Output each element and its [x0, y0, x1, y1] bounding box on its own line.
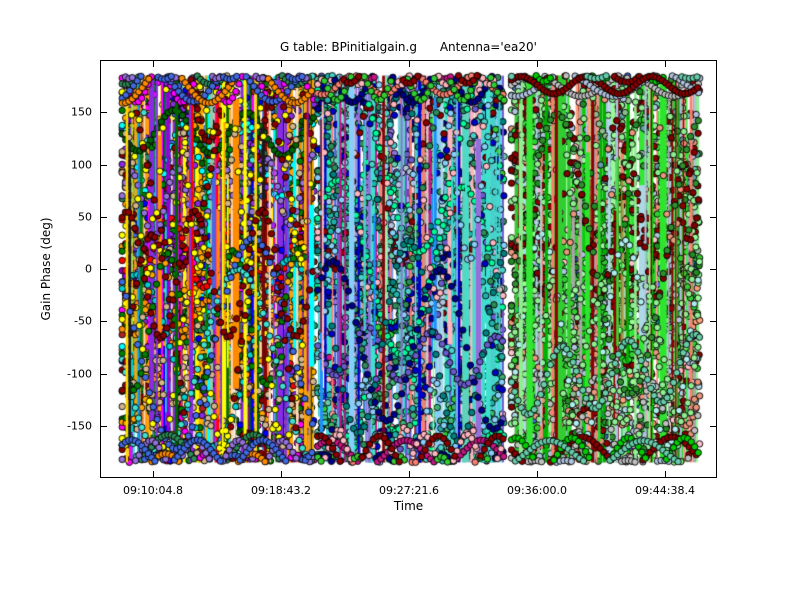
- x-tick-label: 09:36:00.0: [507, 484, 567, 497]
- y-tick-label: 0: [85, 262, 92, 276]
- x-tick-label: 09:44:38.4: [635, 484, 695, 497]
- y-tick-mark-right: [710, 165, 716, 166]
- plot-title: G table: BPinitialgain.g Antenna='ea20': [280, 40, 537, 54]
- y-tick-label: -100: [67, 367, 92, 381]
- x-tick-mark: [409, 471, 410, 477]
- x-tick-mark-top: [409, 61, 410, 67]
- x-tick-mark: [153, 471, 154, 477]
- y-tick-mark-right: [710, 321, 716, 322]
- x-tick-label: 09:18:43.2: [251, 484, 311, 497]
- y-tick-mark-right: [710, 269, 716, 270]
- y-tick-mark-right: [710, 426, 716, 427]
- x-tick-mark: [537, 471, 538, 477]
- y-tick-mark: [101, 165, 107, 166]
- y-tick-label: -50: [74, 314, 92, 328]
- x-tick-mark-top: [537, 61, 538, 67]
- x-tick-label: 09:10:04.8: [123, 484, 183, 497]
- y-tick-label: 100: [71, 158, 92, 172]
- y-tick-mark-right: [710, 217, 716, 218]
- x-tick-label: 09:27:21.6: [379, 484, 439, 497]
- y-tick-mark: [101, 269, 107, 270]
- y-tick-mark: [101, 112, 107, 113]
- y-tick-mark: [101, 321, 107, 322]
- y-tick-mark: [101, 426, 107, 427]
- y-axis-label: Gain Phase (deg): [39, 217, 53, 321]
- x-tick-mark-top: [153, 61, 154, 67]
- x-tick-mark: [281, 471, 282, 477]
- y-tick-mark: [101, 374, 107, 375]
- y-tick-label: 50: [78, 210, 92, 224]
- y-tick-mark-right: [710, 112, 716, 113]
- x-tick-mark: [665, 471, 666, 477]
- y-tick-label: -150: [67, 419, 92, 433]
- y-tick-mark-right: [710, 374, 716, 375]
- x-tick-mark-top: [281, 61, 282, 67]
- y-tick-mark: [101, 217, 107, 218]
- x-axis-label: Time: [393, 499, 424, 513]
- y-tick-label: 150: [71, 105, 92, 119]
- x-tick-mark-top: [665, 61, 666, 67]
